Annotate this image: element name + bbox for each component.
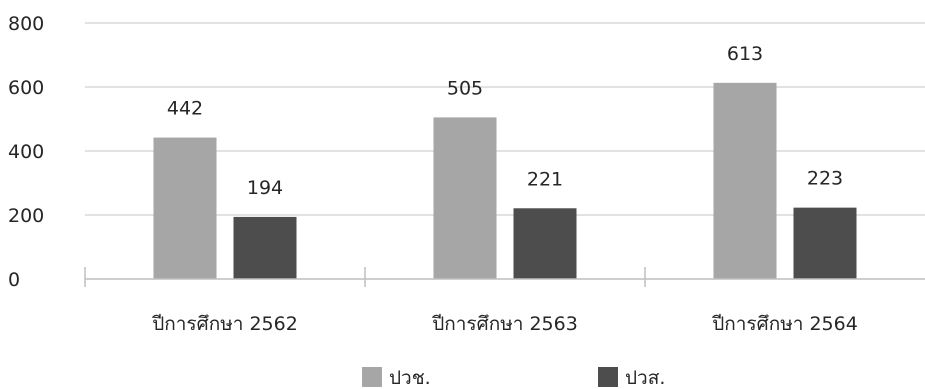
x-axis: ปีการศึกษา 2562 ปีการศึกษา 2563 ปีการศึกษา… [84, 267, 925, 335]
data-label: 613 [727, 43, 763, 65]
legend-label: ปวส. [625, 367, 665, 389]
data-label: 505 [447, 77, 483, 99]
bar-series1 [713, 82, 777, 279]
y-axis-tick-labels: 0 200 400 600 800 [8, 13, 44, 291]
legend-swatch [598, 367, 618, 387]
bar-series2 [513, 208, 577, 279]
y-tick-label: 0 [8, 269, 20, 291]
data-label: 223 [807, 168, 843, 190]
legend-swatch [362, 367, 382, 387]
gridlines [85, 22, 925, 216]
y-tick-label: 400 [8, 141, 44, 163]
bar-series2 [793, 207, 857, 279]
category-label: ปีการศึกษา 2564 [711, 313, 857, 335]
data-label: 442 [167, 98, 203, 120]
category-label: ปีการศึกษา 2562 [151, 313, 297, 335]
y-tick-label: 600 [8, 77, 44, 99]
data-label: 194 [247, 177, 283, 199]
legend-label: ปวช. [389, 367, 431, 389]
bars [153, 82, 857, 280]
y-tick-label: 800 [8, 13, 44, 35]
bar-series2 [233, 216, 297, 279]
category-label: ปีการศึกษา 2563 [431, 313, 577, 335]
y-tick-label: 200 [8, 205, 44, 227]
legend: ปวช. ปวส. [362, 367, 665, 389]
data-label: 221 [527, 168, 563, 190]
bar-series1 [153, 137, 217, 279]
bar-series1 [433, 117, 497, 280]
data-labels: 442 194 505 221 613 223 [167, 43, 843, 199]
